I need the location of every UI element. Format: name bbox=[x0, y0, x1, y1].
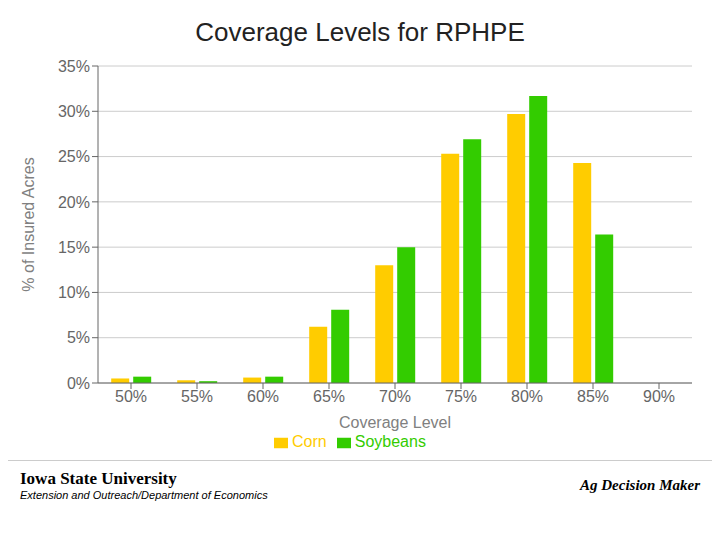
svg-text:65%: 65% bbox=[313, 388, 345, 405]
html-text:Extension and Outreach/Departm: Extension and Outreach/Department of Eco… bbox=[20, 489, 268, 501]
svg-text:85%: 85% bbox=[577, 388, 609, 405]
svg-text:70%: 70% bbox=[379, 388, 411, 405]
svg-text:0%: 0% bbox=[67, 375, 90, 392]
svg-text:75%: 75% bbox=[445, 388, 477, 405]
svg-text:25%: 25% bbox=[58, 148, 90, 165]
html-text:Corn: Corn bbox=[292, 433, 327, 450]
svg-text:15%: 15% bbox=[58, 239, 90, 256]
svg-text:90%: 90% bbox=[643, 388, 675, 405]
svg-text:55%: 55% bbox=[181, 388, 213, 405]
svg-text:20%: 20% bbox=[58, 194, 90, 211]
svg-text:5%: 5% bbox=[67, 329, 90, 346]
svg-text:30%: 30% bbox=[58, 103, 90, 120]
svg-text:60%: 60% bbox=[247, 388, 279, 405]
svg-text:% of Insured Acres: % of Insured Acres bbox=[20, 157, 37, 291]
html-text:Ag Decision Maker: Ag Decision Maker bbox=[580, 476, 700, 493]
svg-text:35%: 35% bbox=[58, 58, 90, 75]
svg-text:80%: 80% bbox=[511, 388, 543, 405]
svg-text:50%: 50% bbox=[115, 388, 147, 405]
html-text:Coverage Levels for RPHPE: Coverage Levels for RPHPE bbox=[195, 17, 525, 47]
svg-text:10%: 10% bbox=[58, 284, 90, 301]
html-text:Soybeans: Soybeans bbox=[354, 433, 426, 450]
html-text:Iowa State University: Iowa State University bbox=[20, 469, 177, 488]
svg-text:Coverage Level: Coverage Level bbox=[339, 414, 451, 431]
